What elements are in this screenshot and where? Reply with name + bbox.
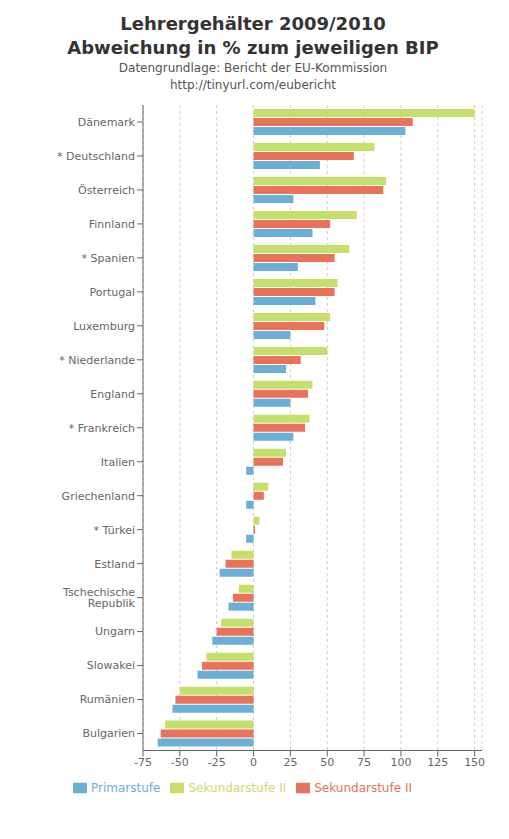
- svg-text:Estland: Estland: [94, 558, 135, 571]
- svg-text:Griechenland: Griechenland: [62, 490, 135, 503]
- svg-text:50: 50: [320, 756, 334, 769]
- svg-text:Portugal: Portugal: [89, 286, 135, 299]
- svg-text:-25: -25: [208, 756, 226, 769]
- svg-text:125: 125: [427, 756, 448, 769]
- svg-text:Dänemark: Dänemark: [78, 116, 136, 129]
- svg-text:Finnland: Finnland: [89, 218, 135, 231]
- svg-text:25: 25: [283, 756, 297, 769]
- svg-text:* Türkei: * Türkei: [93, 524, 135, 537]
- svg-text:* Spanien: * Spanien: [82, 252, 135, 265]
- svg-text:* Deutschland: * Deutschland: [57, 150, 135, 163]
- svg-text:Slowakei: Slowakei: [87, 659, 135, 672]
- svg-text:75: 75: [357, 756, 371, 769]
- svg-text:* Frankreich: * Frankreich: [69, 422, 135, 435]
- html-text:Sekundarstufe II: Sekundarstufe II: [314, 780, 412, 795]
- html-text:Sekundarstufe II: Sekundarstufe II: [188, 780, 287, 795]
- svg-text:* Niederlande: * Niederlande: [59, 354, 135, 367]
- html-text:Abweichung in % zum jeweiligen: Abweichung in % zum jeweiligen BIP: [67, 37, 439, 58]
- svg-text:-75: -75: [134, 756, 152, 769]
- svg-text:Bulgarien: Bulgarien: [82, 727, 135, 740]
- svg-text:150: 150: [464, 756, 485, 769]
- svg-text:100: 100: [390, 756, 411, 769]
- html-text:Primarstufe: Primarstufe: [91, 780, 161, 795]
- svg-text:TschechischeRepublik: TschechischeRepublik: [62, 586, 136, 610]
- html-text:Lehrergehälter 2009/2010: Lehrergehälter 2009/2010: [120, 13, 386, 34]
- html-text:http://tinyurl.com/eubericht: http://tinyurl.com/eubericht: [170, 78, 336, 92]
- svg-text:Luxemburg: Luxemburg: [73, 320, 135, 333]
- svg-text:-50: -50: [171, 756, 189, 769]
- svg-text:0: 0: [250, 756, 257, 769]
- svg-text:Österreich: Österreich: [78, 184, 135, 197]
- svg-text:Italien: Italien: [101, 456, 135, 469]
- svg-text:England: England: [90, 388, 135, 401]
- svg-text:Ungarn: Ungarn: [95, 625, 135, 638]
- html-text:Datengrundlage: Bericht der EU: Datengrundlage: Bericht der EU-Kommissio…: [118, 61, 388, 75]
- svg-text:Rumänien: Rumänien: [80, 693, 135, 706]
